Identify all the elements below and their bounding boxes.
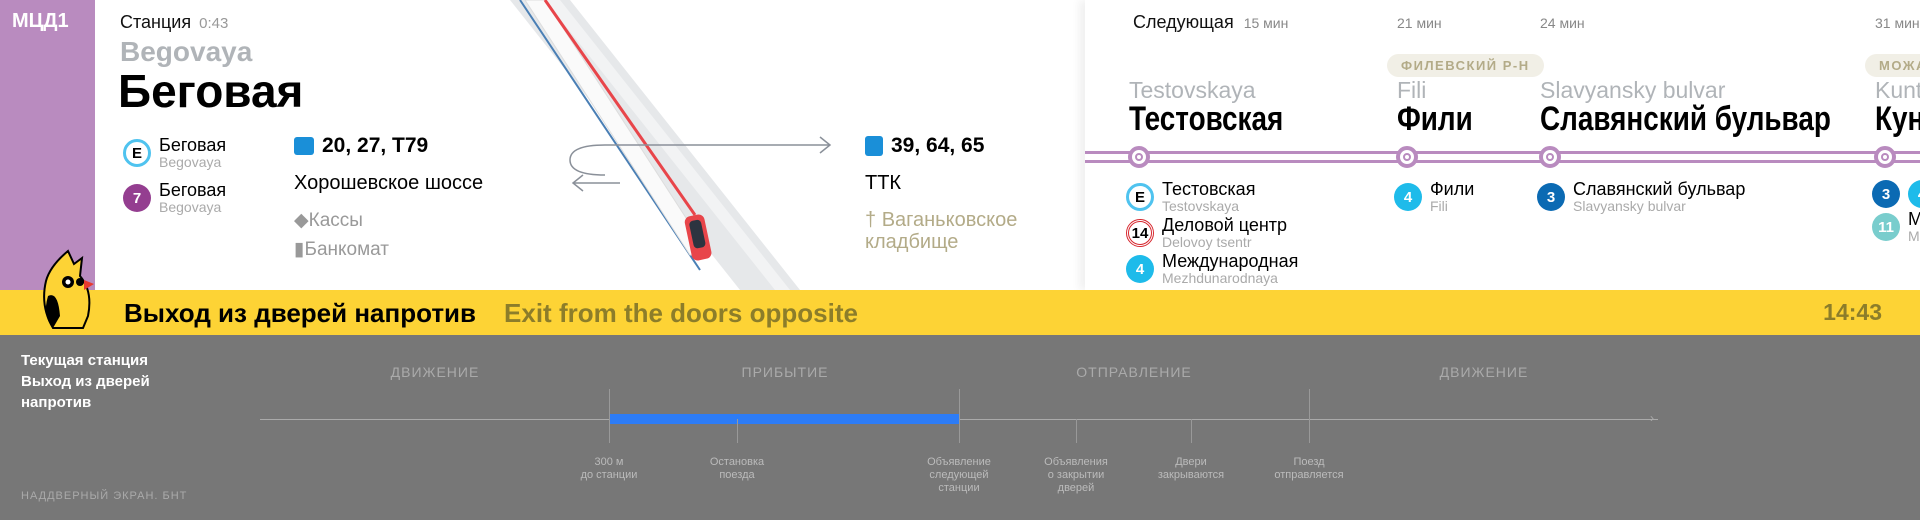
event-tick [737,419,738,443]
bus-icon [294,137,314,155]
transfer-item: E Беговая Begovaya [123,136,226,170]
line-badge-icon: 14 [1126,219,1154,247]
station-transfers: 4 Фили Fili [1394,180,1474,214]
cross-icon: † [865,209,882,231]
transfer-item: E Тестовская Testovskaya [1126,180,1298,214]
station-marker-icon [1539,146,1561,168]
station-time: 15 мин [1243,15,1289,31]
phase-divider [959,389,960,443]
station-lat: Kunts [1875,77,1920,103]
line-7-icon: 7 [123,184,151,212]
event-label: Поезд отправляется [1274,456,1344,481]
line-badge-icon: 3 [1537,183,1565,211]
event-label: 300 м до станции [580,456,638,481]
exit-banner: Выход из дверей напротив Exit from the d… [0,249,1920,335]
arrow-right-icon: › [1650,411,1654,425]
amenity-tickets: ◆Кассы [294,210,363,231]
phase-divider [1309,389,1310,443]
transfer-item: 4 Фили Fili [1394,180,1474,214]
next-label: Следующая [1133,12,1234,32]
arrow-left-icon [571,174,620,192]
phase-divider [609,389,610,443]
info-description: Текущая станция Выход из дверей напротив [21,352,150,411]
station-marker-icon [1396,146,1418,168]
current-station-ru: Беговая [118,65,304,117]
line-badge: МЦД1 [12,10,69,32]
amenity-atm: ▮Банкомат [294,239,390,260]
exit-arrows [569,136,832,192]
station-marker-icon [1874,146,1896,168]
line-badge-icon: 4 [1908,180,1920,208]
transfer-item: 34 [1872,180,1920,208]
line-badge-icon: E [1126,183,1154,211]
station-ru: Славянский бульвар [1540,100,1831,138]
phase-label: ОТПРАВЛЕНИЕ [1076,364,1192,380]
route-line [1085,151,1920,154]
current-station-lat: Begovaya [120,36,253,67]
station-lat: Slavyansky bulvar [1540,77,1726,103]
transfer-item: 11 М М [1872,210,1920,244]
phase-label: ДВИЖЕНИЕ [390,364,480,380]
station-transfers: 3 Славянский бульвар Slavyansky bulvar [1537,180,1745,214]
station-marker-icon [1128,146,1150,168]
event-label: Остановка поезда [709,456,765,481]
current-transfers: E Беговая Begovaya 7 Беговая Begovaya [123,136,226,215]
line-badge-icon: 3 [1872,180,1900,208]
current-header: Станция 0:43 [120,12,229,32]
atm-icon: ▮ [294,239,305,260]
exit-left: 20, 27, Т79 Хорошевское шоссе ◆Кассы ▮Ба… [294,134,484,260]
clock: 14:43 [1823,299,1882,325]
station-time: 31 мин [1875,15,1920,31]
station-ru: Фили [1397,100,1473,138]
event-label: Двери закрываются [1157,456,1225,481]
footer: НАДДВЕРНЫЙ ЭКРАН. БНТ [21,490,188,502]
station-time: 21 мин [1397,15,1442,31]
banner-en: Exit from the doors opposite [504,298,858,328]
station-transfers: E Тестовская Testovskaya 14 Деловой центр Del… [1126,180,1298,286]
station-lat: Testovskaya [1129,77,1256,103]
line-badge-icon: 11 [1872,213,1900,241]
trolleybus-icon [865,136,883,156]
landmark: † Ваганьковское кладбище [865,209,1018,253]
district-pill: МОЖА [1865,54,1920,77]
station-ru: Тестовская [1129,100,1284,138]
banner-ru: Выход из дверей напротив [124,298,477,328]
transfer-item: 4 Международная Mezhdunarodnaya [1126,252,1298,286]
route-line [1085,160,1920,163]
arrow-right-icon [605,136,832,154]
station-ru: Кун [1875,100,1920,138]
event-label: Объявление следующей станции [927,456,991,494]
event-tick [1191,419,1192,443]
line-badge-icon: 4 [1394,183,1422,211]
phase-label: ПРИБЫТИЕ [741,364,829,380]
active-phase-bar [609,414,959,424]
banner-text: Выход из дверей напротив Exit from the d… [124,298,858,329]
transfer-item: 3 Славянский бульвар Slavyansky bulvar [1537,180,1745,214]
district-pill: ФИЛЕВСКИЙ Р-Н [1387,54,1544,77]
station-transfers: 3411ММ [1872,180,1920,244]
next-header: Следующая 15 мин [1133,12,1288,33]
exit-right: 39, 64, 65 ТТК † Ваганьковское кладбище [865,134,1045,253]
transfer-item: 14 Деловой центр Delovoy tsentr [1126,216,1298,250]
ticket-icon: ◆ [294,210,309,231]
station-lat: Fili [1397,77,1427,103]
u-turn-icon [569,144,606,176]
bird-mascot-icon [43,249,94,329]
phase-label: ДВИЖЕНИЕ [1439,364,1529,380]
station-time: 24 мин [1540,15,1585,31]
transfer-item: 7 Беговая Begovaya [123,181,226,215]
next-stations-panel: Следующая 15 мин Testovskaya Тестовская E Тес… [1085,0,1920,290]
event-label: Объявления о закрытии дверей [1044,456,1108,494]
line-e-icon: E [123,139,151,167]
line-sidebar: МЦД1 [0,0,95,290]
line-badge-icon: 4 [1126,255,1154,283]
event-tick [1076,419,1077,443]
